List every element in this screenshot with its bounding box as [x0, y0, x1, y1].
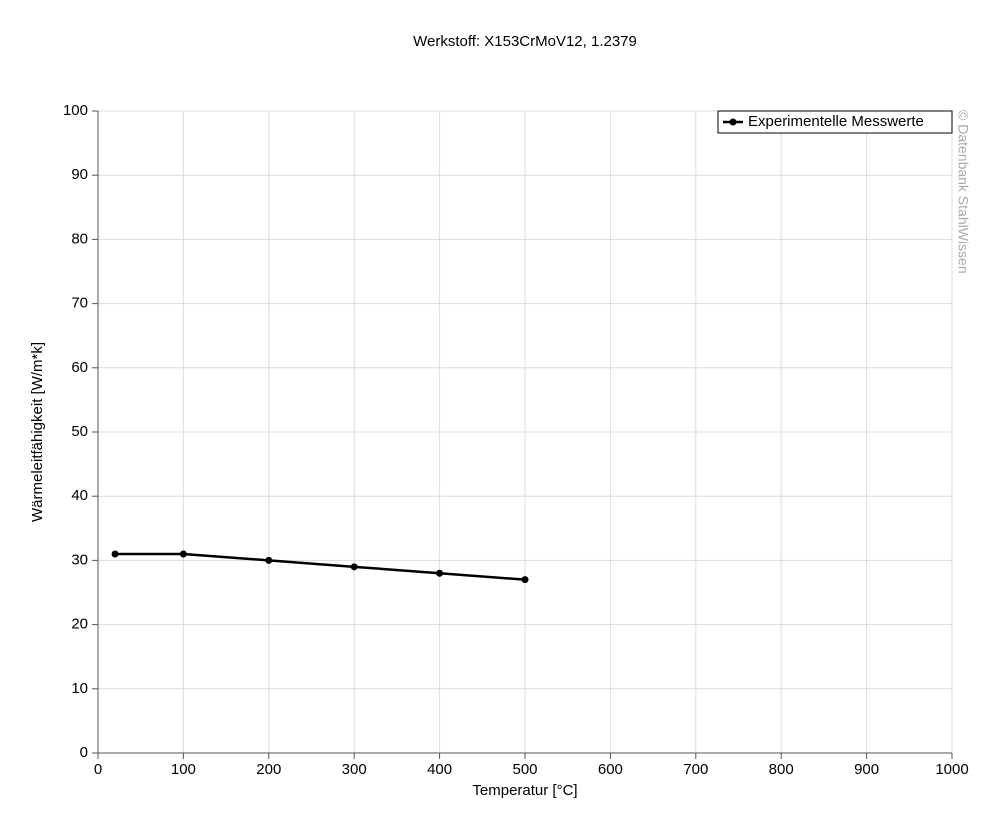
- y-tick-label: 10: [71, 680, 88, 697]
- watermark: © Datenbank StahlWissen: [955, 110, 971, 274]
- data-point: [436, 569, 444, 577]
- y-tick-label: 80: [71, 230, 88, 247]
- x-axis-label: Temperatur [°C]: [472, 782, 577, 799]
- y-tick-label: 20: [71, 616, 88, 633]
- x-tick-label: 800: [769, 761, 794, 778]
- legend-marker: [729, 118, 737, 126]
- x-tick-label: 100: [171, 761, 196, 778]
- x-tick-label: 600: [598, 761, 623, 778]
- data-point: [111, 550, 119, 558]
- data-point: [265, 556, 273, 564]
- data-point: [521, 576, 529, 584]
- legend-box: [717, 110, 953, 134]
- y-tick-label: 40: [71, 487, 88, 504]
- y-tick-label: 100: [63, 102, 88, 119]
- x-tick-label: 700: [683, 761, 708, 778]
- chart-title: Werkstoff: X153CrMoV12, 1.2379: [413, 33, 637, 50]
- x-tick-label: 500: [512, 761, 537, 778]
- x-tick-label: 200: [256, 761, 281, 778]
- x-tick-label: 300: [342, 761, 367, 778]
- data-point: [179, 550, 187, 558]
- y-tick-label: 30: [71, 551, 88, 568]
- x-tick-label: 1000: [935, 761, 968, 778]
- legend-label: Experimentelle Messwerte: [748, 113, 924, 130]
- y-tick-label: 0: [80, 744, 88, 761]
- y-tick-label: 50: [71, 423, 88, 440]
- data-point: [350, 563, 358, 571]
- series-line: [115, 552, 526, 581]
- y-tick-label: 60: [71, 359, 88, 376]
- y-axis-label: Wärmeleitfähigkeit [W/m*k]: [29, 342, 46, 522]
- x-tick-label: 0: [94, 761, 102, 778]
- x-tick-label: 900: [854, 761, 879, 778]
- y-tick-label: 90: [71, 166, 88, 183]
- x-tick-label: 400: [427, 761, 452, 778]
- y-tick-label: 70: [71, 295, 88, 312]
